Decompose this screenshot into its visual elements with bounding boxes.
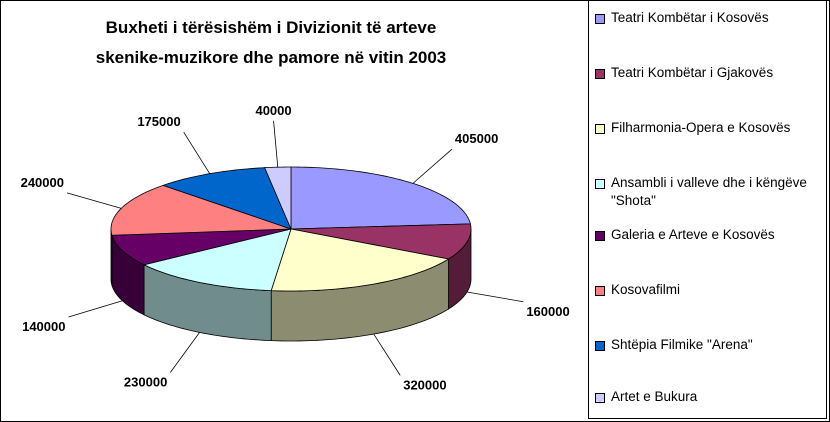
chart-title: skenike-muzikore dhe pamore në vitin 200… xyxy=(96,48,447,67)
legend-item: Artet e Bukura xyxy=(595,388,821,406)
data-label: 160000 xyxy=(526,304,569,319)
legend-swatch xyxy=(595,341,605,351)
slice-side xyxy=(110,228,113,286)
legend-item: Ansambli i valleve dhe i këngëve "Shota" xyxy=(595,174,821,210)
leader-line xyxy=(412,148,453,184)
leader-line xyxy=(373,333,401,376)
slice xyxy=(270,228,450,292)
leader-line xyxy=(183,131,211,174)
data-label: 40000 xyxy=(255,103,291,118)
legend-item: Teatri Kombëtar i Kosovës xyxy=(595,9,821,27)
data-label: 240000 xyxy=(21,175,64,190)
legend-swatch xyxy=(595,179,605,189)
legend-item: Kosovafilmi xyxy=(595,281,821,299)
data-label: 175000 xyxy=(137,114,180,129)
legend-swatch xyxy=(595,69,605,79)
legend-swatch xyxy=(595,286,605,296)
slice xyxy=(142,228,292,292)
slice xyxy=(161,167,292,230)
leader-line xyxy=(66,192,122,209)
leader-line xyxy=(466,291,524,303)
plot: Buxheti i tërësishëm i Divizionit të art… xyxy=(21,18,570,392)
data-label: 405000 xyxy=(455,131,498,146)
data-label: 230000 xyxy=(124,374,167,389)
legend-item: Teatri Kombëtar i Gjakovës xyxy=(595,64,821,82)
slice xyxy=(111,228,292,266)
slice xyxy=(290,223,472,260)
slice xyxy=(110,184,292,236)
legend-label: Teatri Kombëtar i Gjakovës xyxy=(611,65,774,80)
legend-swatch xyxy=(595,231,605,241)
legend-swatch xyxy=(595,393,605,403)
data-label: 140000 xyxy=(22,319,65,334)
leader-line xyxy=(273,120,279,168)
leader-line xyxy=(169,332,200,373)
legend-item: Filharmonia-Opera e Kosovës xyxy=(595,119,821,137)
leader-line xyxy=(68,300,123,318)
legend-label: Artet e Bukura xyxy=(611,389,698,404)
slice xyxy=(290,166,471,230)
chart-title: Buxheti i tërësishëm i Divizionit të art… xyxy=(106,18,437,37)
legend-swatch xyxy=(595,14,605,24)
legend-swatch xyxy=(595,124,605,134)
legend-label: Galeria e Arteve e Kosovës xyxy=(611,227,775,242)
legend-label: Kosovafilmi xyxy=(611,282,681,297)
legend-label: Teatri Kombëtar i Kosovës xyxy=(611,10,769,25)
legend-label: Shtëpia Filmike "Arena" xyxy=(611,337,753,352)
legend-item: Shtëpia Filmike "Arena" xyxy=(595,336,821,354)
legend: Teatri Kombëtar i Kosovës Teatri Kombëtar… xyxy=(588,1,827,419)
legend-label: Ansambli i valleve dhe i këngëve "Shota" xyxy=(611,175,807,208)
legend-item: Galeria e Arteve e Kosovës xyxy=(595,226,821,244)
data-label: 320000 xyxy=(403,377,446,392)
legend-label: Filharmonia-Opera e Kosovës xyxy=(611,120,791,135)
